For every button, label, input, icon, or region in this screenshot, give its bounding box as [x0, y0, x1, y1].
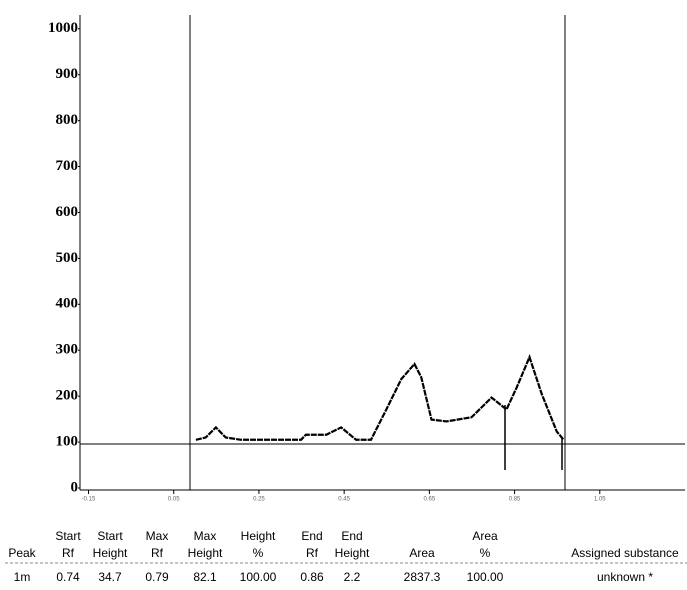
y-tick-label: 200: [56, 388, 79, 404]
x-tick-label: 0.05: [168, 497, 180, 503]
table-cell: 82.1: [193, 570, 217, 584]
table-header: Assigned substance: [571, 546, 679, 560]
table-cell: 2.2: [344, 570, 361, 584]
table-header: Area: [409, 546, 435, 560]
table-header: Rf: [151, 546, 164, 560]
y-tick-label: 0: [71, 479, 79, 495]
table-header: Height: [188, 546, 223, 560]
table-header: Max: [194, 529, 217, 543]
table-header: Max: [146, 529, 169, 543]
table-header: Area: [472, 529, 498, 543]
table-header: Height: [241, 529, 276, 543]
table-header: End: [341, 529, 362, 543]
data-line: [195, 353, 565, 441]
x-tick-label: 0.45: [338, 497, 350, 503]
table-header: Height: [93, 546, 128, 560]
table-cell: 0.86: [300, 570, 324, 584]
table-cell: 34.7: [98, 570, 122, 584]
table-cell: 0.74: [56, 570, 80, 584]
x-tick-label: -0.15: [82, 497, 96, 503]
y-tick-label: 900: [56, 66, 79, 82]
table-cell: 0.79: [145, 570, 169, 584]
y-tick-label: 600: [56, 204, 79, 220]
table-header: Height: [335, 546, 370, 560]
y-tick-label: 700: [56, 158, 79, 174]
y-tick-label: 500: [56, 250, 79, 266]
y-tick-label: 100: [56, 434, 79, 450]
y-tick-label: 800: [56, 112, 79, 128]
table-header: %: [253, 546, 264, 560]
x-tick-label: 0.85: [509, 497, 521, 503]
y-tick-label: 400: [56, 296, 79, 312]
table-header: %: [480, 546, 491, 560]
y-tick-label: 300: [56, 342, 79, 358]
table-cell: unknown *: [597, 570, 653, 584]
table-cell: 100.00: [467, 570, 504, 584]
table-header: End: [301, 529, 322, 543]
table-header: Start: [97, 529, 123, 543]
table-cell: 2837.3: [404, 570, 441, 584]
table-header: Peak: [8, 546, 36, 560]
x-tick-label: 0.65: [424, 497, 436, 503]
table-cell: 100.00: [240, 570, 277, 584]
table-header: Rf: [306, 546, 319, 560]
y-tick-label: 1000: [48, 20, 78, 36]
table-header: Rf: [62, 546, 75, 560]
table-header: Start: [55, 529, 81, 543]
x-tick-label: 1.05: [594, 497, 606, 503]
table-cell: 1m: [14, 570, 31, 584]
x-tick-label: 0.25: [253, 497, 265, 503]
